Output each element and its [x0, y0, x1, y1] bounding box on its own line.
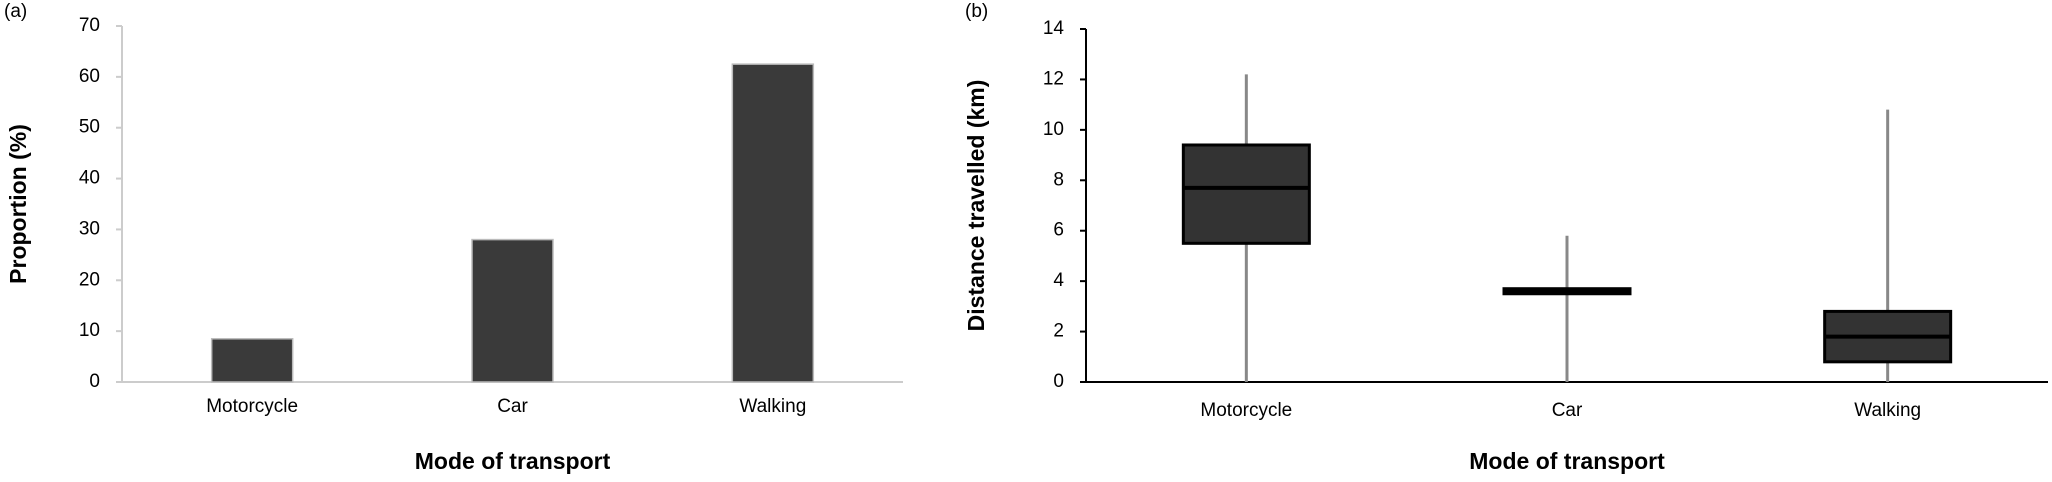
y-tick-label: 70	[79, 15, 100, 36]
y-tick-label: 0	[89, 371, 100, 392]
panel-label: (a)	[4, 1, 27, 22]
y-tick-label: 2	[1053, 321, 1064, 342]
x-tick-label: Car	[1552, 400, 1583, 421]
y-axis-title: Distance travelled (km)	[963, 80, 989, 332]
x-axis-title: Mode of transport	[1469, 448, 1665, 474]
y-tick-label: 50	[79, 117, 100, 138]
y-tick-label: 6	[1053, 220, 1064, 241]
bar	[731, 63, 815, 383]
x-tick-label: Walking	[739, 396, 806, 417]
x-tick-label: Car	[497, 396, 528, 417]
box	[1181, 143, 1311, 245]
panel-label: (b)	[965, 1, 988, 22]
x-tick-label: Motorcycle	[206, 396, 298, 417]
y-tick-label: 12	[1043, 68, 1064, 89]
y-tick-label: 8	[1053, 169, 1064, 190]
bar	[471, 238, 554, 383]
bar	[210, 338, 294, 383]
y-tick-label: 4	[1053, 270, 1064, 291]
y-tick-label: 40	[79, 168, 100, 189]
y-tick-label: 10	[79, 320, 100, 341]
x-tick-label: Walking	[1854, 400, 1921, 421]
x-axis-title: Mode of transport	[415, 448, 611, 474]
y-axis-title: Proportion (%)	[5, 124, 31, 284]
y-tick-label: 20	[79, 269, 100, 290]
y-tick-label: 30	[79, 218, 100, 239]
y-tick-label: 10	[1043, 119, 1064, 140]
y-tick-label: 60	[79, 66, 100, 87]
y-tick-label: 14	[1043, 18, 1065, 39]
y-tick-label: 0	[1053, 371, 1064, 392]
x-tick-label: Motorcycle	[1200, 400, 1292, 421]
